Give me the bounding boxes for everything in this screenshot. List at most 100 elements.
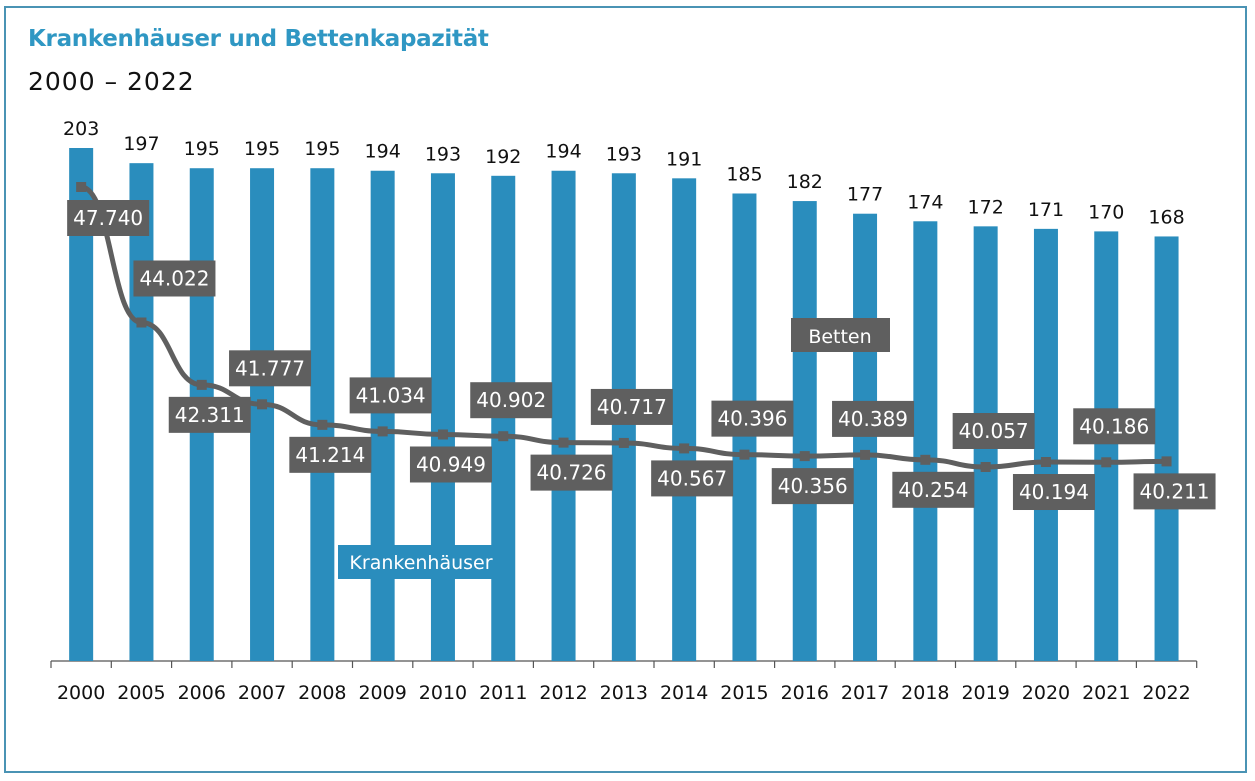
bar-krankenhaeuser — [1033, 228, 1058, 661]
line-value-label: 41.214 — [295, 443, 365, 467]
line-value-label: 47.740 — [73, 206, 143, 230]
x-tick-label: 2013 — [600, 682, 648, 704]
bar-krankenhaeuser — [672, 178, 697, 661]
bar-value-label: 171 — [1028, 199, 1064, 221]
line-marker-betten — [196, 379, 207, 390]
line-value-label: 40.726 — [537, 461, 607, 485]
line-value-label: 40.194 — [1019, 480, 1089, 504]
bar-value-label: 195 — [184, 138, 220, 160]
bar-value-label: 177 — [847, 184, 883, 206]
line-marker-betten — [1161, 456, 1172, 467]
x-tick-label: 2014 — [660, 682, 708, 704]
x-tick-label: 2009 — [358, 682, 406, 704]
line-value-label: 40.211 — [1140, 479, 1210, 503]
bar-krankenhaeuser — [792, 201, 817, 661]
line-value-box — [771, 468, 854, 505]
bar-value-label: 193 — [606, 143, 642, 165]
legend-krankenhaeuser-box — [338, 545, 504, 579]
x-tick-label: 2006 — [178, 682, 226, 704]
x-tick-label: 2016 — [781, 682, 829, 704]
bar-krankenhaeuser — [491, 175, 516, 661]
line-marker-betten — [739, 449, 750, 460]
line-marker-betten — [860, 449, 871, 460]
line-betten — [80, 184, 1167, 470]
bar-value-label: 174 — [907, 191, 943, 213]
line-value-label: 40.567 — [657, 466, 727, 490]
bar-value-label: 203 — [63, 118, 99, 140]
x-tick-label: 2005 — [117, 682, 165, 704]
line-value-box — [1012, 474, 1095, 511]
x-tick-label: 2007 — [238, 682, 286, 704]
bar-value-label: 182 — [787, 171, 823, 193]
line-value-box — [952, 413, 1035, 449]
line-value-label: 40.902 — [476, 388, 546, 412]
line-value-label: 40.389 — [838, 407, 908, 431]
line-value-box — [289, 436, 372, 473]
line-value-box — [530, 454, 613, 491]
line-value-box — [892, 471, 975, 508]
line-value-box — [349, 377, 432, 414]
line-value-label: 40.057 — [959, 419, 1029, 443]
line-value-label: 40.717 — [597, 395, 667, 419]
x-tick-label: 2018 — [901, 682, 949, 704]
bar-value-label: 191 — [666, 148, 702, 170]
chart-title: Krankenhäuser und Bettenkapazität — [28, 26, 489, 52]
bar-value-label: 192 — [485, 146, 521, 168]
bar-krankenhaeuser — [913, 221, 938, 662]
line-value-label: 40.949 — [416, 452, 486, 476]
line-value-label: 40.254 — [898, 478, 968, 502]
x-tick-label: 2021 — [1082, 682, 1130, 704]
bar-value-label: 172 — [968, 196, 1004, 218]
line-value-box — [133, 260, 216, 297]
bar-krankenhaeuser — [853, 213, 878, 661]
legend-betten-box — [791, 318, 890, 352]
line-value-box — [1073, 408, 1156, 445]
line-marker-betten — [799, 451, 810, 462]
line-value-box — [651, 460, 734, 497]
line-value-box — [409, 446, 492, 483]
bar-value-label: 195 — [244, 138, 280, 160]
line-marker-betten — [136, 317, 147, 328]
line-marker-betten — [1040, 457, 1051, 468]
line-marker-betten — [679, 443, 690, 454]
legend-krankenhaeuser-label: Krankenhäuser — [349, 552, 492, 574]
bar-krankenhaeuser — [1094, 231, 1119, 661]
legend-betten-label: Betten — [808, 326, 871, 348]
line-marker-betten — [257, 399, 268, 410]
bar-value-label: 168 — [1148, 206, 1184, 228]
x-tick-label: 2000 — [57, 682, 105, 704]
bar-value-label: 197 — [123, 133, 159, 155]
line-marker-betten — [317, 419, 328, 430]
line-value-box — [1133, 473, 1216, 510]
chart-subtitle: 2000 – 2022 — [28, 67, 195, 96]
line-value-label: 40.396 — [717, 407, 787, 431]
line-marker-betten — [437, 429, 448, 440]
x-tick-label: 2019 — [961, 682, 1009, 704]
bar-value-label: 195 — [304, 138, 340, 160]
x-tick-label: 2022 — [1142, 682, 1190, 704]
bar-krankenhaeuser — [310, 168, 335, 662]
bar-krankenhaeuser — [551, 170, 576, 661]
x-tick-label: 2015 — [720, 682, 768, 704]
line-value-box — [229, 350, 312, 387]
bar-krankenhaeuser — [370, 170, 395, 661]
line-value-label: 41.777 — [235, 356, 305, 380]
bar-value-label: 170 — [1088, 201, 1124, 223]
bar-krankenhaeuser — [430, 173, 455, 661]
line-value-box — [832, 400, 915, 437]
x-tick-label: 2011 — [479, 682, 527, 704]
bar-value-label: 185 — [726, 163, 762, 185]
line-marker-betten — [558, 437, 569, 448]
bar-value-label: 194 — [365, 141, 401, 163]
line-value-box — [470, 382, 553, 419]
bar-krankenhaeuser — [129, 163, 154, 661]
line-marker-betten — [76, 182, 87, 192]
line-value-label: 40.356 — [778, 474, 848, 498]
line-value-box — [711, 400, 794, 437]
line-marker-betten — [618, 437, 629, 448]
line-value-box — [590, 388, 673, 425]
x-tick-label: 2020 — [1022, 682, 1070, 704]
x-tick-label: 2010 — [419, 682, 467, 704]
line-marker-betten — [498, 431, 509, 442]
